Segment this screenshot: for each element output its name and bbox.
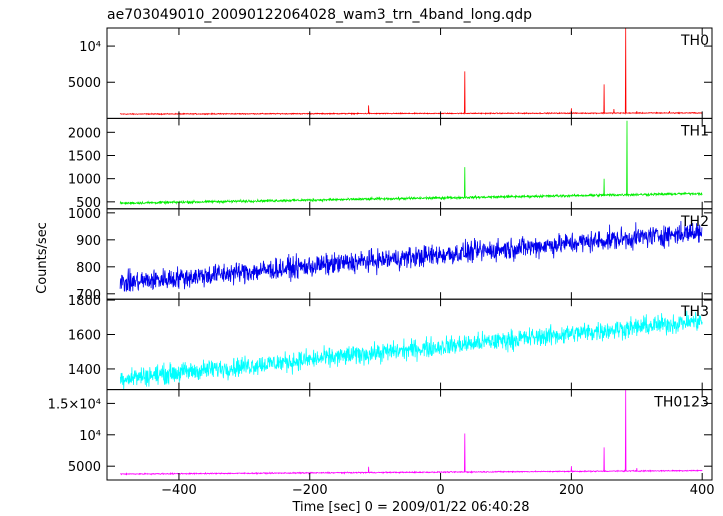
chart-title: ae703049010_20090122064028_wam3_trn_4ban… (107, 7, 532, 23)
series-line-th3 (120, 310, 703, 390)
x-axis-label: Time [sec] 0 = 2009/01/22 06:40:28 (291, 500, 529, 515)
x-tick-label: −400 (161, 483, 197, 498)
y-tick-label-th1: 1000 (68, 173, 101, 188)
y-tick-label-th0: 5000 (68, 76, 101, 91)
y-tick-label-th1: 2000 (68, 126, 101, 141)
y-tick-label-th0123: 1.5×10⁴ (48, 397, 101, 412)
series-line-th2 (119, 220, 703, 292)
x-tick-label: 400 (690, 483, 715, 498)
panel-label-th0: TH0 (680, 33, 709, 49)
x-tick-label: 0 (436, 483, 444, 498)
x-tick-label: 200 (559, 483, 584, 498)
y-tick-label-th2: 800 (76, 261, 101, 276)
series-line-th1 (119, 120, 703, 206)
y-tick-label-th0: 10⁴ (79, 40, 101, 55)
y-tick-label-th2: 700 (76, 288, 101, 303)
y-tick-label-th1: 1500 (68, 149, 101, 164)
y-tick-label-th2: 900 (76, 234, 101, 249)
panel-frame-th0123 (106, 389, 713, 481)
x-tick-label: −200 (292, 483, 328, 498)
y-tick-label-th2: 1000 (68, 207, 101, 222)
y-axis-label: Counts/sec (35, 222, 50, 294)
y-tick-label-th0123: 10⁴ (79, 429, 101, 444)
series-line-th0123 (119, 389, 703, 476)
y-tick-label-th3: 1400 (68, 363, 101, 378)
panel-frame-th0 (106, 27, 713, 119)
y-tick-label-th3: 1800 (68, 294, 101, 309)
panel-label-th2: TH2 (680, 214, 709, 230)
y-tick-label-th0123: 5000 (68, 460, 101, 475)
y-tick-label-th1: 500 (76, 196, 101, 211)
series-line-th0 (119, 28, 703, 116)
panel-label-th1: TH1 (680, 123, 709, 139)
y-tick-label-th3: 1600 (68, 328, 101, 343)
panel-label-th0123: TH0123 (653, 395, 709, 411)
panel-label-th3: TH3 (680, 304, 709, 320)
